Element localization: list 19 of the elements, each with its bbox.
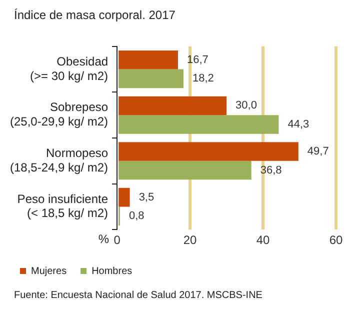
y-tick-label: Normopeso (18,5-24,9 kg/ m2) bbox=[10, 146, 108, 174]
legend-label: Mujeres bbox=[31, 266, 67, 277]
chart-title: Índice de masa corporal. 2017 bbox=[14, 8, 176, 22]
x-tick-label: 0 bbox=[114, 233, 121, 248]
y-tick-label: Peso insuficiente (< 18,5 kg/ m2) bbox=[17, 192, 108, 220]
data-label: 18,2 bbox=[192, 72, 214, 85]
data-label: 0,8 bbox=[128, 210, 144, 222]
legend-label: Hombres bbox=[92, 266, 132, 277]
y-tick-label: Obesidad (>= 30 kg/ m2) bbox=[30, 54, 108, 83]
data-label: 3,5 bbox=[138, 191, 154, 204]
x-tick-label: 60 bbox=[329, 233, 343, 248]
data-label: 30,0 bbox=[236, 100, 257, 112]
source-note: Fuente: Encuesta Nacional de Salud 2017. MSCBS-INE bbox=[14, 290, 262, 301]
x-axis-title: % bbox=[98, 232, 110, 246]
data-label: 49,7 bbox=[307, 146, 329, 158]
x-tick-label: 20 bbox=[183, 233, 198, 248]
y-tick-label: Sobrepeso (25,0-29,9 kg/ m2) bbox=[10, 100, 108, 129]
data-label: 44,3 bbox=[288, 118, 310, 131]
x-tick-label: 40 bbox=[256, 233, 270, 248]
